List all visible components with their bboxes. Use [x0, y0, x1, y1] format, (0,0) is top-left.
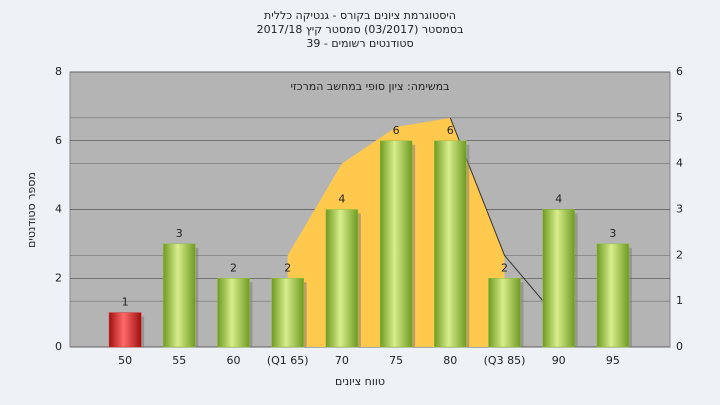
x-tick-label: 60 — [227, 354, 241, 367]
value-label: 3 — [609, 227, 616, 240]
value-label: 2 — [230, 261, 237, 274]
bar — [325, 209, 359, 348]
y2-tick-label: 1 — [676, 294, 683, 307]
y2-tick-label: 4 — [676, 157, 683, 170]
value-label: 6 — [447, 124, 454, 137]
y-tick-label: 4 — [55, 203, 62, 216]
bar — [542, 209, 575, 348]
y-tick-label: 2 — [55, 271, 62, 284]
x-tick-label: 80 — [443, 354, 457, 367]
value-label: 6 — [393, 124, 400, 137]
bar — [379, 140, 413, 348]
y2-tick-label: 5 — [676, 111, 683, 124]
bar — [217, 278, 250, 348]
title-line: סטודנטים רשומים - 39 — [306, 37, 413, 50]
y-tick-label: 6 — [55, 134, 62, 147]
y-axis-label: מספר סטודנטים — [25, 172, 38, 248]
x-tick-label: 75 — [389, 354, 403, 367]
x-tick-label: 50 — [118, 354, 132, 367]
y2-tick-label: 2 — [676, 248, 683, 261]
y2-tick-label: 3 — [676, 203, 683, 216]
y-tick-label: 0 — [55, 340, 62, 353]
bar — [488, 278, 521, 348]
x-tick-label: (Q3 85) — [484, 354, 526, 367]
y-tick-label: 8 — [55, 65, 62, 78]
x-tick-label: 90 — [552, 354, 566, 367]
title-line: בסמסטר (03/2017) סמסטר קיץ 2017/18 — [257, 23, 464, 36]
y2-tick-label: 6 — [676, 65, 683, 78]
title-line: היסטוגרמת ציונים בקורס - גנטיקה כללית — [264, 9, 456, 22]
value-label: 2 — [284, 261, 291, 274]
bar — [596, 243, 630, 348]
x-tick-label: 95 — [606, 354, 620, 367]
bar — [434, 140, 467, 348]
bar — [271, 278, 304, 348]
x-axis-label: טווח ציונים — [335, 375, 385, 388]
bar — [163, 243, 196, 348]
y2-tick-label: 0 — [676, 340, 683, 353]
value-label: 4 — [555, 193, 562, 206]
x-tick-label: 55 — [172, 354, 186, 367]
value-label: 4 — [338, 193, 345, 206]
x-tick-label: 70 — [335, 354, 349, 367]
value-label: 1 — [122, 296, 129, 309]
value-label: 3 — [176, 227, 183, 240]
annotation: במשימה: ציון סופי במחשב המרכזי — [290, 80, 449, 93]
bar — [108, 312, 142, 348]
value-label: 2 — [501, 261, 508, 274]
x-tick-label: (Q1 65) — [267, 354, 309, 367]
